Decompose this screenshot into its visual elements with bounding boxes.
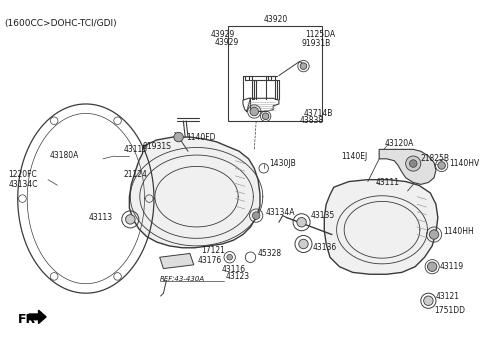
Text: 43116: 43116 [222,265,246,274]
Circle shape [438,162,445,169]
Text: 43176: 43176 [197,256,222,264]
Text: 43180A: 43180A [50,152,79,161]
Text: 1430JB: 1430JB [269,159,296,168]
Text: 21124: 21124 [124,170,147,179]
Circle shape [126,215,135,224]
Circle shape [424,296,433,305]
Circle shape [250,107,259,116]
Text: 1751DD: 1751DD [434,306,465,315]
Circle shape [174,132,183,142]
Text: 1140HH: 1140HH [444,227,474,236]
Text: 17121: 17121 [201,246,225,255]
Text: 1140EJ: 1140EJ [342,152,368,161]
Circle shape [429,230,439,239]
Circle shape [300,63,307,69]
Text: 43120A: 43120A [385,139,414,148]
Bar [228,26,323,121]
Circle shape [297,218,306,227]
Text: 43929: 43929 [215,38,239,47]
Polygon shape [29,310,46,323]
Circle shape [409,160,417,167]
Polygon shape [130,137,260,248]
Text: 1140FD: 1140FD [186,133,216,142]
Text: 43115: 43115 [123,145,147,154]
Text: 43135: 43135 [311,211,336,220]
Circle shape [299,239,308,249]
Text: 43113: 43113 [88,213,112,222]
Text: 45328: 45328 [258,249,282,258]
Text: 1125DA: 1125DA [305,31,336,39]
Text: 43123: 43123 [226,272,250,281]
Polygon shape [160,253,194,269]
Circle shape [252,212,260,219]
Text: 43134A: 43134A [265,208,295,217]
Text: 1220FC: 1220FC [8,170,37,179]
Text: 43121: 43121 [436,293,460,302]
Text: (1600CC>DOHC-TCI/GDI): (1600CC>DOHC-TCI/GDI) [4,19,117,28]
Text: 43136: 43136 [313,243,337,252]
Polygon shape [379,149,436,184]
Text: FR: FR [18,313,36,326]
Polygon shape [324,180,438,274]
Text: 43838: 43838 [300,117,324,126]
Text: 91931S: 91931S [142,142,171,151]
Text: 21825B: 21825B [421,154,450,163]
Text: 43929: 43929 [211,31,235,39]
Text: 43134C: 43134C [8,180,38,189]
Text: 43119: 43119 [440,262,464,271]
Text: 43111: 43111 [375,178,399,187]
Circle shape [406,156,421,171]
Circle shape [263,113,269,120]
Text: 91931B: 91931B [301,39,331,48]
Text: 1140HV: 1140HV [449,159,480,168]
Text: 43920: 43920 [264,15,288,24]
Circle shape [227,254,232,260]
Text: REF:43-430A: REF:43-430A [160,276,205,282]
Text: 43714B: 43714B [303,109,333,118]
Circle shape [427,262,437,271]
